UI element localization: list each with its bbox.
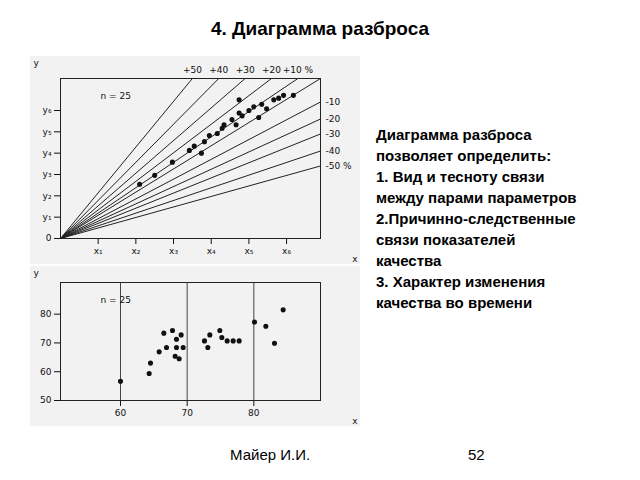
svg-text:+30: +30: [236, 65, 255, 75]
html-text:3. Характер изменения: 3. Характер изменения: [376, 273, 546, 290]
svg-text:n = 25: n = 25: [101, 295, 131, 305]
svg-text:60: 60: [115, 408, 127, 418]
html-text:между парами параметров: между парами параметров: [376, 189, 577, 206]
svg-text:y₂: y₂: [43, 191, 52, 201]
html-text:позволяет определить:: позволяет определить:: [376, 147, 552, 164]
svg-text:60: 60: [40, 367, 52, 377]
svg-text:-30: -30: [326, 129, 341, 139]
svg-text:-10: -10: [326, 97, 341, 107]
html-text:52: 52: [468, 446, 485, 463]
svg-text:y₅: y₅: [43, 127, 52, 137]
svg-text:-20: -20: [326, 114, 341, 124]
svg-text:y: y: [34, 268, 40, 278]
svg-text:y₁: y₁: [43, 212, 52, 222]
svg-text:x₄: x₄: [207, 246, 216, 256]
html-text:1. Вид и тесноту связи: 1. Вид и тесноту связи: [376, 168, 545, 185]
svg-text:+50: +50: [183, 65, 202, 75]
html-text:Майер И.И.: Майер И.И.: [230, 446, 311, 463]
svg-text:+10 %: +10 %: [283, 65, 314, 75]
svg-text:x₃: x₃: [169, 246, 178, 256]
svg-text:x₆: x₆: [282, 246, 291, 256]
svg-text:y₄: y₄: [43, 148, 52, 158]
svg-text:n = 25: n = 25: [101, 91, 131, 101]
html-text:2.Причинно-следственные: 2.Причинно-следственные: [376, 210, 576, 227]
svg-text:+40: +40: [209, 65, 228, 75]
svg-text:x₅: x₅: [244, 246, 253, 256]
svg-text:50: 50: [40, 395, 52, 405]
html-text:качества: качества: [376, 252, 442, 269]
svg-text:x₂: x₂: [131, 246, 140, 256]
svg-text:80: 80: [40, 309, 52, 319]
svg-text:x₁: x₁: [94, 246, 103, 256]
svg-text:y: y: [34, 58, 40, 68]
svg-text:80: 80: [248, 408, 260, 418]
svg-text:-40: -40: [326, 146, 341, 156]
svg-text:x: x: [352, 254, 358, 264]
svg-text:x: x: [352, 416, 358, 426]
svg-text:0: 0: [46, 233, 52, 243]
svg-text:-50 %: -50 %: [326, 161, 353, 171]
html-text:Диаграмма разброса: Диаграмма разброса: [376, 126, 532, 143]
svg-text:+20: +20: [262, 65, 281, 75]
svg-text:y₃: y₃: [43, 169, 52, 179]
html-text:качества во времени: качества во времени: [376, 294, 533, 311]
svg-text:70: 70: [181, 408, 193, 418]
html-text:связи показателей: связи показателей: [376, 231, 516, 248]
svg-text:70: 70: [40, 338, 52, 348]
html-text:4. Диаграмма разброса: 4. Диаграмма разброса: [210, 18, 430, 39]
svg-text:y₆: y₆: [43, 105, 52, 115]
